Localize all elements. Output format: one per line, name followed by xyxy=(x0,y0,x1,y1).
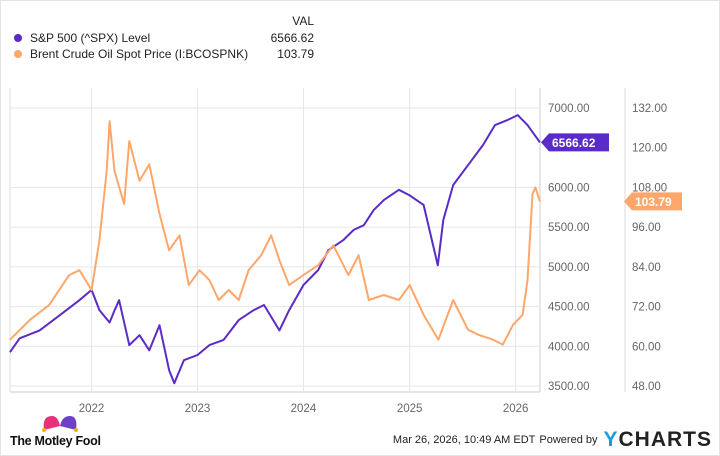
last-value-flag xyxy=(541,133,609,152)
series-line-sp500 xyxy=(9,114,541,385)
right-tick-label: 96.00 xyxy=(632,222,661,234)
legend-value-header: VAL xyxy=(292,14,314,28)
last-value-flag xyxy=(624,192,682,211)
grid xyxy=(9,88,626,393)
legend-item-sp500[interactable]: S&P 500 (^SPX) Level 6566.62 xyxy=(14,30,314,46)
left-tick-label: 3500.00 xyxy=(548,381,590,393)
x-tick-label: 2025 xyxy=(397,403,423,415)
legend-item-brent[interactable]: Brent Crude Oil Spot Price (I:BCOSPNK) 1… xyxy=(14,46,314,62)
axis-labels: 3500.00 4000.00 4500.00 5000.00 5500.00 6000.… xyxy=(79,103,682,415)
left-tick-label: 4500.00 xyxy=(548,302,590,314)
series-lines xyxy=(9,114,541,385)
right-tick-label: 120.00 xyxy=(632,143,667,155)
right-tick-label: 60.00 xyxy=(632,341,661,353)
right-tick-label: 72.00 xyxy=(632,302,661,314)
sp500-dot-icon xyxy=(14,34,22,42)
x-tick-label: 2023 xyxy=(185,403,211,415)
legend-value: 103.79 xyxy=(277,47,314,61)
right-tick-label: 108.00 xyxy=(632,182,667,194)
footer-attribution: Mar 26, 2026, 10:49 AM EDT Powered by YC… xyxy=(393,428,712,452)
series-line-brent xyxy=(9,120,541,346)
right-tick-label: 132.00 xyxy=(632,103,667,115)
ycharts-rest: CHARTS xyxy=(618,428,712,451)
left-tick-label: 6000.00 xyxy=(548,182,590,194)
jester-hat-icon xyxy=(42,416,78,432)
left-tick-label: 7000.00 xyxy=(548,103,590,115)
powered-by: Powered by xyxy=(539,434,598,446)
left-tick-label: 5500.00 xyxy=(548,222,590,234)
x-tick-label: 2022 xyxy=(79,403,105,415)
last-value-label: 6566.62 xyxy=(552,136,596,150)
right-tick-label: 84.00 xyxy=(632,262,661,274)
right-tick-label: 48.00 xyxy=(632,381,661,393)
left-tick-label: 4000.00 xyxy=(548,341,590,353)
timestamp: Mar 26, 2026, 10:49 AM EDT xyxy=(392,434,536,446)
legend: VAL S&P 500 (^SPX) Level 6566.62 Brent C… xyxy=(14,14,314,62)
ycharts-y: Y xyxy=(603,428,619,451)
x-tick-label: 2024 xyxy=(291,403,317,415)
left-tick-label: 5000.00 xyxy=(548,262,590,274)
legend-name: Brent Crude Oil Spot Price (I:BCOSPNK) xyxy=(30,47,249,61)
legend-value: 6566.62 xyxy=(270,31,314,45)
x-tick-label: 2026 xyxy=(503,403,529,415)
brent-dot-icon xyxy=(14,50,22,58)
brand-name: The Motley Fool xyxy=(10,434,101,448)
ycharts-logo[interactable]: YCHARTS xyxy=(603,428,712,452)
legend-name: S&P 500 (^SPX) Level xyxy=(30,31,151,45)
last-value-label: 103.79 xyxy=(635,195,672,209)
